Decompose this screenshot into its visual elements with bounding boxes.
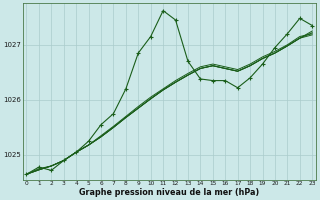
X-axis label: Graphe pression niveau de la mer (hPa): Graphe pression niveau de la mer (hPa) [79,188,260,197]
